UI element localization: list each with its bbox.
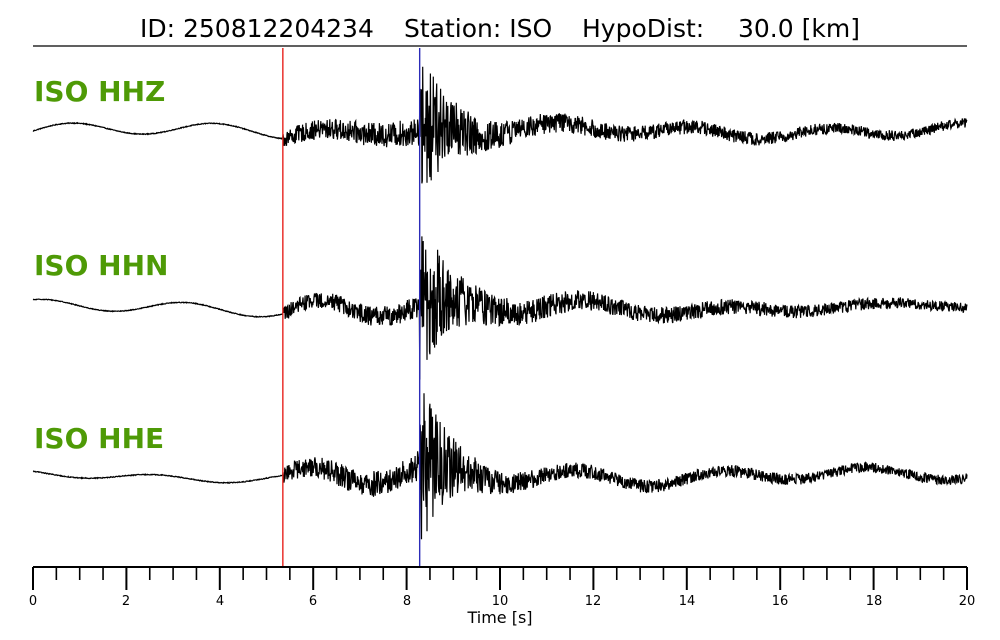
trace-labels: ISO HHZ ISO HHN ISO HHE [34,75,168,455]
tick-label-4: 4 [216,594,224,609]
tick-label-10: 10 [492,594,509,609]
x-axis-label: Time [s] [466,608,532,627]
trace-label-hhn: ISO HHN [34,249,168,282]
trace-iso-hhn [32,236,968,380]
tick-label-14: 14 [679,594,696,609]
tick-label-16: 16 [772,594,789,609]
trace-label-hhz: ISO HHZ [34,75,165,108]
tick-label-6: 6 [309,594,317,609]
tick-label-8: 8 [403,594,411,609]
title-station: Station: ISO [404,14,552,43]
x-axis-ticks [32,567,968,590]
tick-label-2: 2 [122,594,130,609]
chart-title: ID: 250812204234 Station: ISO HypoDist: … [140,14,860,43]
tick-label-20: 20 [959,594,976,609]
trace-iso-hhe [32,393,968,540]
trace-iso-hhz [32,66,968,184]
title-event-id: ID: 250812204234 [140,14,374,43]
trace-group [32,66,968,540]
title-hypodist-label: HypoDist: [582,14,704,43]
x-axis-tick-labels: 0 2 4 6 8 10 12 14 16 18 20 [29,594,975,609]
tick-label-12: 12 [585,594,602,609]
trace-label-hhe: ISO HHE [34,422,164,455]
tick-label-0: 0 [29,594,37,609]
title-hypodist-value: 30.0 [km] [738,14,860,43]
tick-label-18: 18 [866,594,883,609]
x-axis: 0 2 4 6 8 10 12 14 16 18 20 Time [s] [29,566,975,627]
